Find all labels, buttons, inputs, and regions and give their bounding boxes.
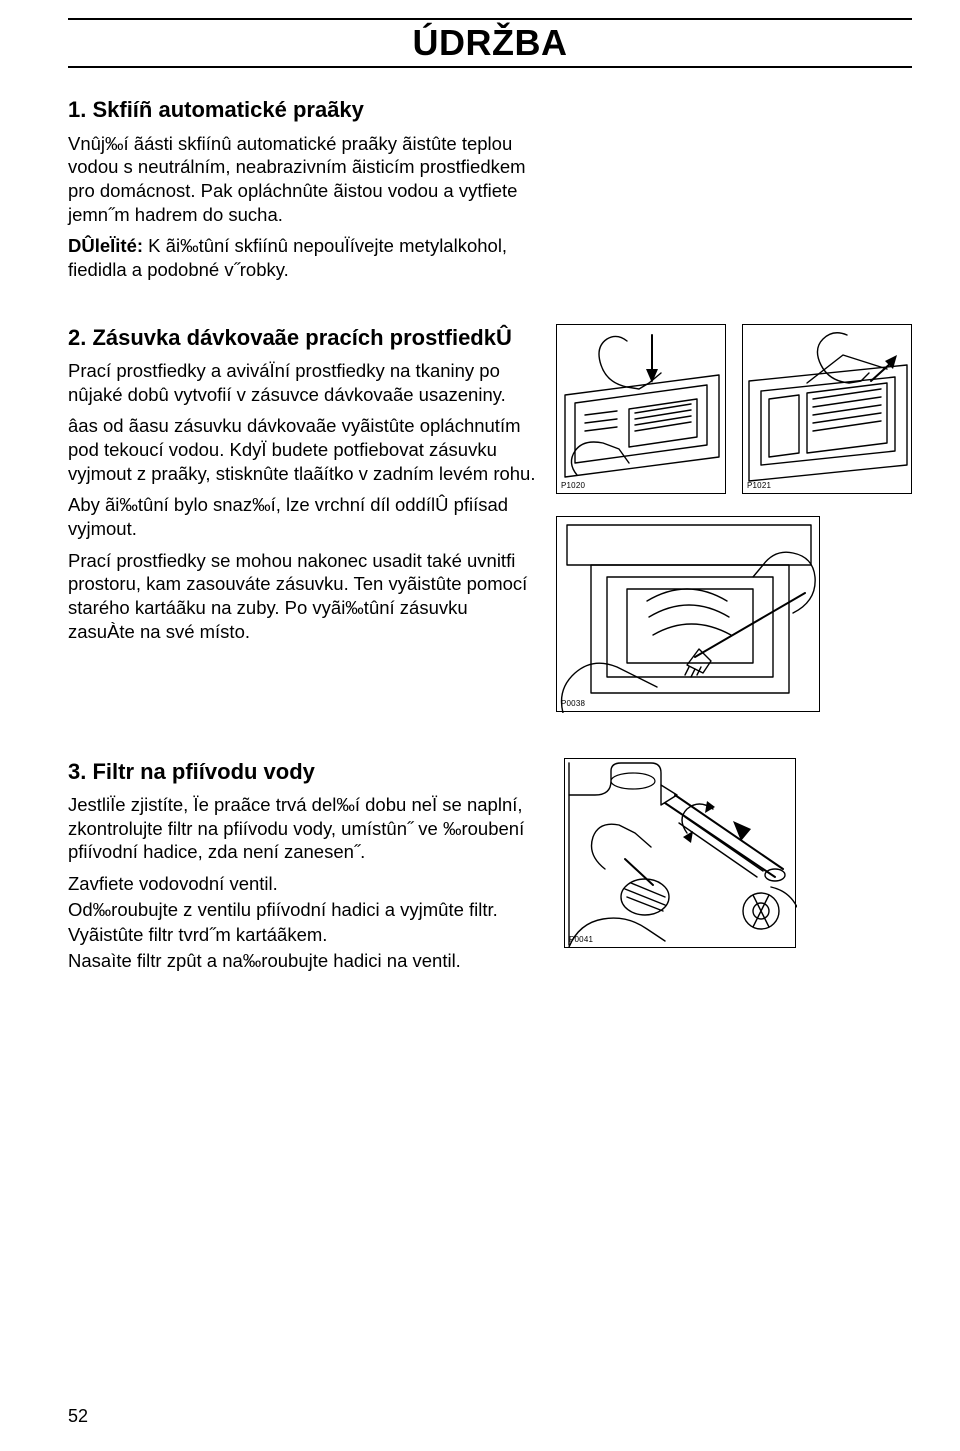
important-label: DÛleÏité: [68, 235, 143, 256]
section-3-para-3: Od‰roubujte z ventilu pfiívodní hadici a… [68, 898, 546, 922]
section-2: 2. Zásuvka dávkovaãe pracích prostfiedkÛ… [68, 324, 912, 712]
section-1-heading: 1. Skfiíñ automatické praãky [68, 96, 546, 124]
figure-caption-p0038: P0038 [561, 699, 585, 708]
page-title-bar: ÚDRŽBA [68, 18, 912, 68]
section-1-body: 1. Skfiíñ automatické praãky Vnûj‰í ãást… [68, 96, 546, 290]
section-2-para-4: Prací prostfiedky se mohou nakonec usadi… [68, 549, 538, 644]
figure-drawer-lift: P1021 [742, 324, 912, 494]
section-2-para-1: Prací prostfiedky a aviváÏní prostfiedky… [68, 359, 538, 406]
section-3-body: 3. Filtr na pfiívodu vody JestliÏe zjist… [68, 758, 546, 981]
section-2-body: 2. Zásuvka dávkovaãe pracích prostfiedkÛ… [68, 324, 538, 712]
section-3-para-4: Vyãistûte filtr tvrd˝m kartáãkem. [68, 923, 546, 947]
figure-drawer-press: P1020 [556, 324, 726, 494]
figure-caption-p1020: P1020 [561, 481, 585, 490]
section-2-figures: P1020 P1021 [556, 324, 912, 712]
figure-inlet-filter: P0041 [564, 758, 796, 948]
section-1: 1. Skfiíñ automatické praãky Vnûj‰í ãást… [68, 96, 912, 290]
section-1-paragraph: Vnûj‰í ãásti skfiínû automatické praãky … [68, 132, 546, 227]
section-3-para-5: Nasaìte filtr zpût a na‰roubujte hadici … [68, 949, 546, 973]
section-3-para-2: Zavfiete vodovodní ventil. [68, 872, 546, 896]
brush-cavity-illustration-icon [557, 517, 821, 713]
page-title: ÚDRŽBA [68, 22, 912, 64]
section-2-heading: 2. Zásuvka dávkovaãe pracích prostfiedkÛ [68, 324, 538, 352]
section-3: 3. Filtr na pfiívodu vody JestliÏe zjist… [68, 758, 912, 981]
section-3-figures: P0041 [564, 758, 796, 981]
section-2-para-3: Aby ãi‰tûní bylo snaz‰í, lze vrchní díl … [68, 493, 538, 540]
figure-brush-cavity: P0038 [556, 516, 820, 712]
figure-row-drawers: P1020 P1021 [556, 324, 912, 494]
drawer-lift-illustration-icon [743, 325, 913, 495]
section-3-para-1: JestliÏe zjistíte, Ïe praãce trvá del‰í … [68, 793, 546, 864]
section-3-heading: 3. Filtr na pfiívodu vody [68, 758, 546, 786]
page-number: 52 [68, 1406, 88, 1427]
section-1-important: DÛleÏité: K ãi‰tûní skfiínû nepouÏívejte… [68, 234, 546, 281]
figure-caption-p0041: P0041 [569, 935, 593, 944]
drawer-press-illustration-icon [557, 325, 727, 495]
inlet-filter-illustration-icon [565, 759, 797, 949]
figure-caption-p1021: P1021 [747, 481, 771, 490]
section-2-para-2: âas od ãasu zásuvku dávkovaãe vyãistûte … [68, 414, 538, 485]
